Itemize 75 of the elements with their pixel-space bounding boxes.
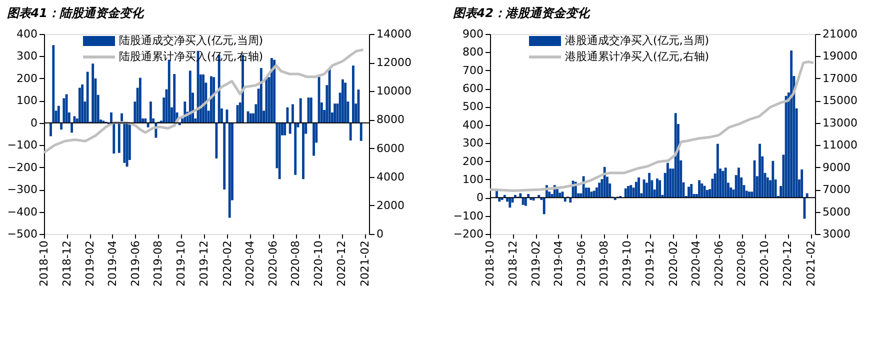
y2-tick-label: 17000 <box>822 72 858 85</box>
y-tick-label: −100 <box>453 209 484 222</box>
x-tick-label: 2020-10 <box>758 240 772 286</box>
y-tick-label: 0 <box>30 116 38 130</box>
legend-label: 陆股通成交净买入(亿元,当周) <box>119 34 264 47</box>
chart-title: 图表42：港股通资金变化 <box>452 6 592 20</box>
chart-title: 图表41：陆股通资金变化 <box>6 6 146 20</box>
y-tick-label: 100 <box>16 94 38 108</box>
y-tick-label: 800 <box>462 46 484 59</box>
x-tick-label: 2020-06 <box>712 240 726 286</box>
y2-tick-label: 6000 <box>376 142 404 155</box>
y2-tick-label: 19000 <box>822 50 858 63</box>
y2-tick-label: 2000 <box>376 198 404 212</box>
x-tick-label: 2020-12 <box>335 240 348 286</box>
x-tick-label: 2020-08 <box>735 240 748 286</box>
y-tick-label: 400 <box>16 28 38 40</box>
x-tick-label: 2019-02 <box>530 240 543 286</box>
y-tick-label: 600 <box>462 82 484 96</box>
y-tick-label: −200 <box>453 228 484 240</box>
y-tick-label: 300 <box>16 50 38 63</box>
y2-tick-label: 11000 <box>822 138 858 152</box>
x-tick-label: 2021-02 <box>804 240 818 286</box>
x-tick-label: 2018-10 <box>38 240 50 286</box>
x-tick-label: 2020-10 <box>312 240 326 286</box>
x-tick-label: 2018-12 <box>506 240 520 286</box>
x-tick-label: 2019-04 <box>106 240 119 286</box>
y-tick-label: 300 <box>462 136 484 150</box>
y2-tick-label: 0 <box>376 228 384 240</box>
y2-tick-label: 10000 <box>376 84 412 98</box>
y2-tick-label: 14000 <box>376 28 412 40</box>
x-tick-label: 2019-02 <box>84 240 97 286</box>
x-tick-label: 2018-12 <box>60 240 74 286</box>
y2-tick-label: 15000 <box>822 94 858 108</box>
y-tick-label: −200 <box>7 160 38 174</box>
x-tick-label: 2020-12 <box>781 240 794 286</box>
y-tick-label: 700 <box>462 64 484 77</box>
y2-tick-label: 4000 <box>376 170 404 184</box>
y2-tick-label: 12000 <box>376 56 412 70</box>
x-tick-label: 2020-02 <box>666 240 680 286</box>
x-tick-label: 2020-02 <box>220 240 234 286</box>
y-tick-label: −100 <box>7 138 38 152</box>
y-tick-label: 400 <box>462 118 484 132</box>
x-tick-label: 2020-04 <box>243 240 256 286</box>
y-tick-label: 200 <box>462 154 484 168</box>
y2-tick-label: 5000 <box>822 205 850 218</box>
y-tick-label: 500 <box>462 100 484 114</box>
legend-label: 港股通成交净买入(亿元,当周) <box>565 34 710 47</box>
x-tick-label: 2019-10 <box>620 240 634 286</box>
x-tick-label: 2019-04 <box>552 240 565 286</box>
x-tick-label: 2019-08 <box>598 240 611 286</box>
y-tick-label: 0 <box>476 191 484 204</box>
x-tick-label: 2019-12 <box>644 240 657 286</box>
x-tick-label: 2019-06 <box>574 240 588 286</box>
y2-tick-label: 9000 <box>822 160 850 174</box>
x-tick-label: 2019-12 <box>198 240 211 286</box>
x-tick-label: 2020-06 <box>266 240 280 286</box>
y2-tick-label: 3000 <box>822 228 850 240</box>
y2-tick-label: 8000 <box>376 113 404 126</box>
y-tick-label: 100 <box>462 172 484 186</box>
y-tick-label: −300 <box>7 183 38 196</box>
x-tick-label: 2021-02 <box>358 240 372 286</box>
y2-tick-label: 13000 <box>822 116 858 130</box>
legend-label: 港股通累计净买入(亿元,右轴) <box>565 50 710 63</box>
y-tick-label: 900 <box>462 28 484 40</box>
y-tick-label: 200 <box>16 72 38 85</box>
y-tick-label: −500 <box>7 228 38 240</box>
x-tick-label: 2018-10 <box>484 240 496 286</box>
y2-tick-label: 21000 <box>822 28 858 40</box>
x-tick-label: 2020-04 <box>689 240 702 286</box>
x-tick-label: 2019-08 <box>152 240 165 286</box>
y-tick-label: −400 <box>7 205 38 218</box>
x-tick-label: 2020-08 <box>289 240 302 286</box>
x-tick-label: 2019-06 <box>128 240 142 286</box>
x-tick-label: 2019-10 <box>174 240 188 286</box>
y2-tick-label: 7000 <box>822 183 850 196</box>
